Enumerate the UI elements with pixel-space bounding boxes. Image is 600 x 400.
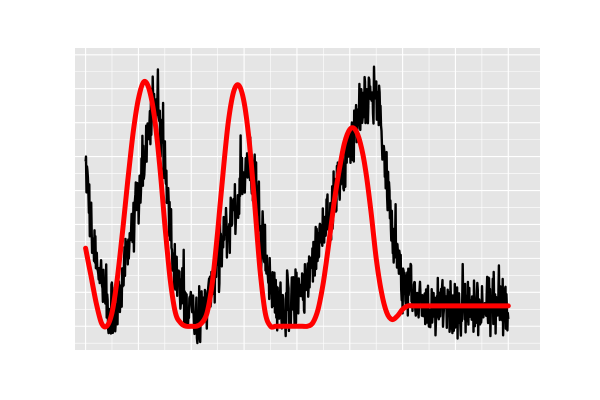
series-smooth-line [83, 78, 511, 330]
